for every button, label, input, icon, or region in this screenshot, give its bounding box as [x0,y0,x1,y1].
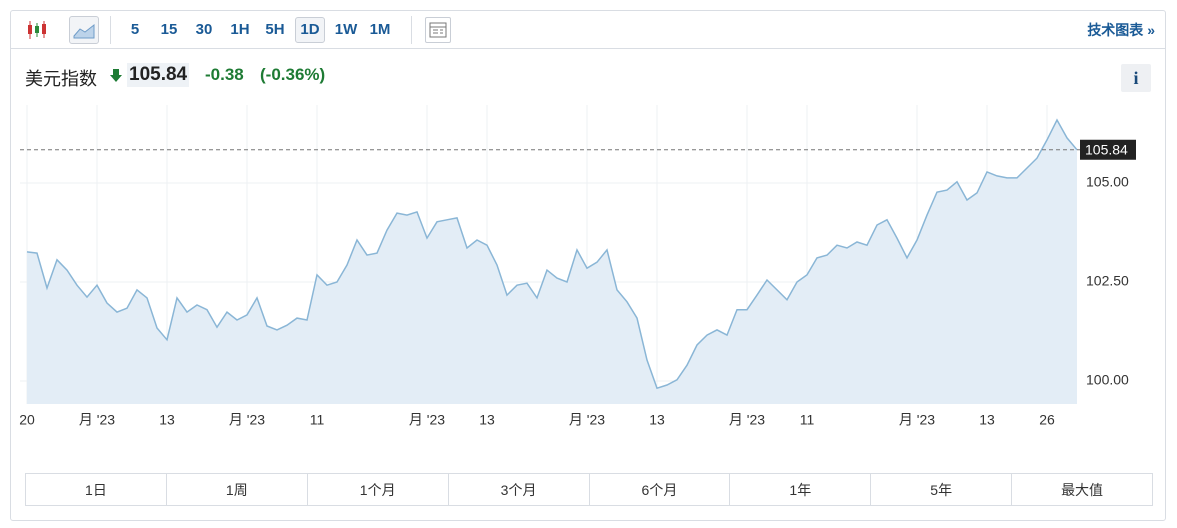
x-tick-label: 20 [19,412,35,428]
info-button[interactable]: i [1121,64,1151,92]
x-tick-label: 11 [800,412,815,428]
toolbar: 技术图表 » 5 15 30 1H 5H 1D 1W 1M [11,11,1165,49]
area-chart-button[interactable] [69,16,99,44]
interval-button[interactable]: 1M [369,21,391,38]
area [27,120,1077,404]
separator [411,16,412,44]
candlestick-icon[interactable] [25,18,49,42]
layout-button[interactable] [425,17,451,43]
range-button[interactable]: 1周 [165,473,308,506]
interval-button[interactable]: 5H [265,21,285,38]
technical-chart-link[interactable]: 技术图表 » [1087,22,1155,38]
last-price-label: 105.84 [1085,141,1128,157]
change: -0.38 [205,65,244,84]
interval-button[interactable]: 15 [160,21,178,38]
y-tick-label: 105.00 [1086,174,1129,190]
x-tick-label: 13 [159,412,175,428]
x-tick-label: 月 '23 [569,412,605,428]
interval-button[interactable]: 5 [130,21,140,38]
x-tick-label: 11 [310,412,325,428]
interval-button[interactable]: 1W [334,21,358,38]
x-tick-label: 月 '23 [229,412,265,428]
change-percent: (-0.36%) [260,65,326,84]
x-tick-label: 13 [479,412,495,428]
interval-button[interactable]: 1D [295,17,325,43]
x-tick-label: 月 '23 [409,412,445,428]
x-tick-label: 26 [1039,412,1055,428]
interval-button[interactable]: 1H [230,21,250,38]
x-tick-label: 13 [979,412,995,428]
y-tick-label: 100.00 [1086,372,1129,388]
range-button[interactable]: 1日 [25,473,167,506]
price: 105.84 [127,63,190,87]
interval-button[interactable]: 30 [195,21,213,38]
range-button[interactable]: 1年 [729,473,872,506]
x-tick-label: 13 [649,412,665,428]
x-tick-label: 月 '23 [729,412,765,428]
separator [110,16,111,44]
range-button[interactable]: 5年 [870,473,1013,506]
line [26,118,1078,390]
instrument-name: 美元指数 [25,69,97,89]
chart: 100.00 102.50 105.00 20 月 '23 13 月 '23 11 月 '23 1… [19,105,1136,428]
range-button[interactable]: 3个月 [447,473,590,506]
down-arrow [110,69,122,82]
x-tick-label: 月 '23 [899,412,935,428]
range-button[interactable]: 最大值 [1011,473,1153,506]
last-price-box [1080,139,1136,160]
range-button[interactable]: 1个月 [306,473,449,506]
range-button[interactable]: 6个月 [588,473,731,506]
widget: 技术图表 » 5 15 30 1H 5H 1D 1W 1M 美元指数 105.84 -0.38… [10,10,1166,521]
y-tick-label: 102.50 [1086,273,1129,289]
x-tick-label: 月 '23 [79,412,115,428]
